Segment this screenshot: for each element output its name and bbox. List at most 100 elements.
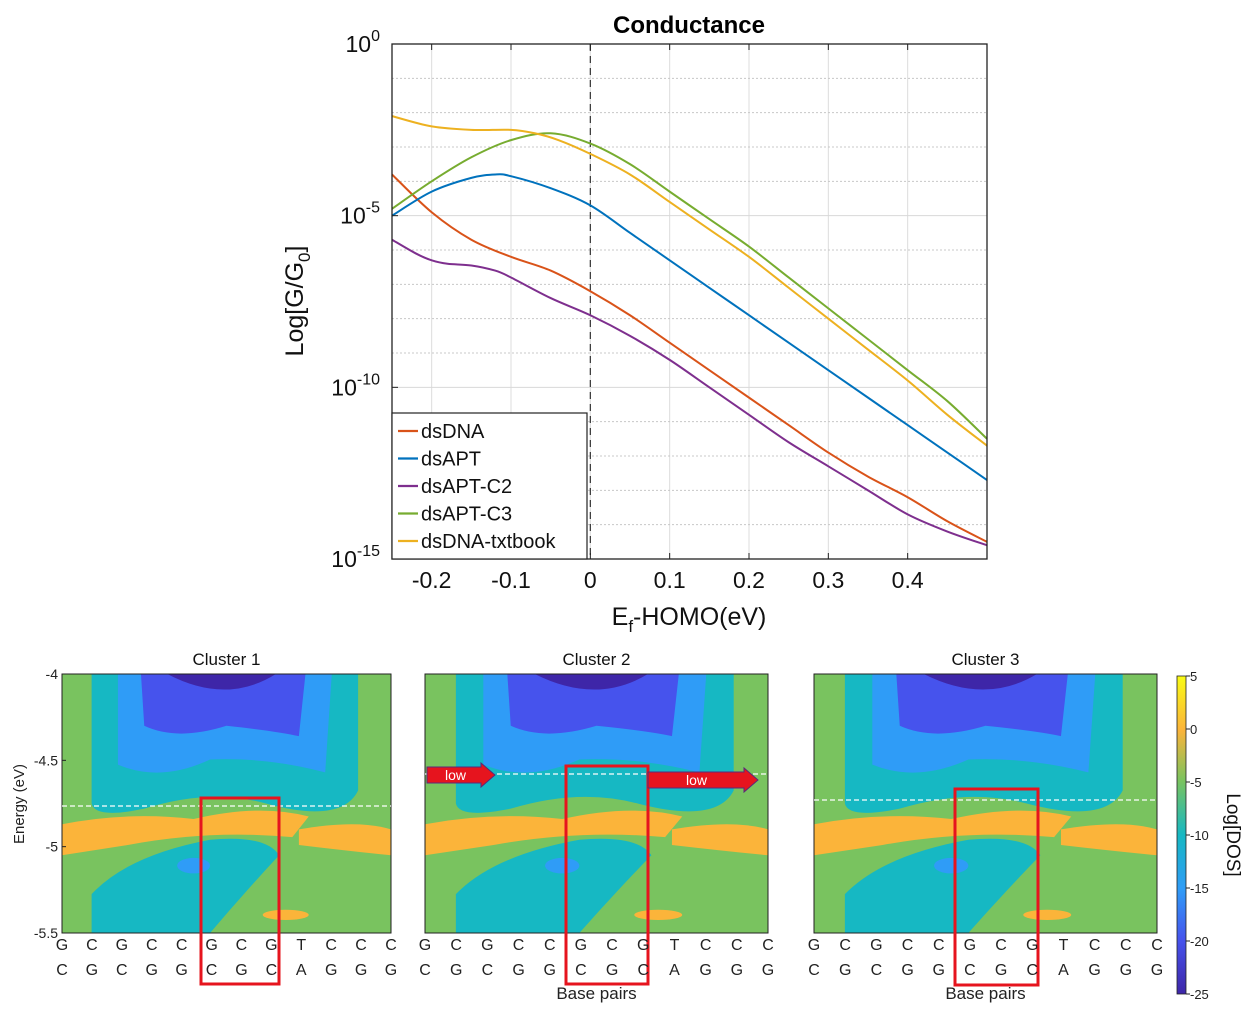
strand-top-base: C (236, 937, 248, 954)
contour-level (177, 857, 211, 874)
colorbar-tick-label: 0 (1190, 722, 1197, 737)
series-line-dsapt-c2 (391, 238, 988, 547)
strand-bottom-base: G (1120, 962, 1132, 979)
strand-top-base: C (933, 937, 945, 954)
heatmap-axes-box (61, 673, 392, 934)
strand-bottom-base: G (762, 962, 774, 979)
legend-entry: dsDNA-txtbook (421, 531, 556, 553)
strand-top-base: C (513, 937, 525, 954)
strand-top-base: C (995, 937, 1007, 954)
contour-level (923, 674, 1037, 690)
legend-entry: dsAPT-C3 (421, 504, 512, 526)
contour-level (671, 824, 768, 856)
strand-bottom-base: C (637, 962, 649, 979)
strand-bottom-base: G (839, 962, 851, 979)
legend-box (391, 412, 588, 560)
strand-bottom-base: G (355, 962, 367, 979)
strand-top-base: G (205, 937, 217, 954)
strand-top-base: C (450, 937, 462, 954)
strand-bottom-base: C (419, 962, 431, 979)
y-label-pre: Log[G/G (281, 262, 309, 357)
strand-top-base: C (1120, 937, 1132, 954)
contour-level (298, 824, 391, 856)
contour-level (62, 810, 309, 856)
conductance-series (391, 115, 988, 547)
highlight-box (199, 796, 281, 986)
y-tick-base: 10 (331, 374, 357, 400)
strand-bottom-base: C (1026, 962, 1038, 979)
strand-top-base: C (544, 937, 556, 954)
y-label-subscript: 0 (295, 252, 314, 261)
strand-bottom-base: G (146, 962, 158, 979)
y-tick-label: 10-10 (331, 371, 380, 400)
strand-top-base: G (265, 937, 277, 954)
heatmap-contours (425, 674, 768, 933)
y-tick-exponent: -5 (366, 200, 380, 217)
y-tick-exponent: -15 (357, 543, 380, 560)
y-tick-exponent: -10 (357, 371, 380, 388)
strand-bottom-base: G (175, 962, 187, 979)
strand-top-base: G (116, 937, 128, 954)
strand-top-base: C (146, 937, 158, 954)
strand-bottom-base: G (731, 962, 743, 979)
y-tick-base: 10 (340, 203, 366, 229)
low-label: low (445, 767, 467, 783)
colorbar-bar (1176, 675, 1187, 995)
strand-bottom-base: G (1151, 962, 1163, 979)
strand-bottom-base: G (86, 962, 98, 979)
strand-top-base: C (902, 937, 914, 954)
strand-top-base: G (419, 937, 431, 954)
colorbar-label: Log[DOS] (1222, 793, 1243, 876)
strand-bottom-base: G (385, 962, 397, 979)
contour-level (896, 674, 1068, 737)
legend-entry: dsDNA (421, 421, 485, 443)
colorbar: 5 0 -5 -10 -15 -20 -25 Log[DOS] (1176, 669, 1243, 1002)
strand-top-base: G (870, 937, 882, 954)
conductance-x-axis-label: Ef-HOMO(eV) (612, 603, 767, 636)
conductance-chart: Conductance -0.2 -0.1 0 0.1 0.2 0.3 0.4 10-151… (281, 12, 988, 636)
strand-bottom-base: G (606, 962, 618, 979)
strand-top-base: G (1026, 937, 1038, 954)
legend-entry: dsAPT-C2 (421, 476, 512, 498)
y-tick-base: 10 (346, 31, 372, 57)
strand-bottom-base: G (901, 962, 913, 979)
contour-level (1060, 824, 1157, 856)
strand-bottom-base: C (266, 962, 278, 979)
series-line-dsapt-c3 (391, 132, 988, 440)
strand-top-base: C (86, 937, 98, 954)
heatmap-panel-1: Cluster 1G C G C C G C G T C C CC G C G G C G C A G G G-4-4.5-… (11, 650, 397, 986)
panel-title: Cluster 2 (562, 650, 630, 669)
strand-bottom-base: C (575, 962, 587, 979)
strand-bottom-base: G (995, 962, 1007, 979)
y-tick-base: 10 (331, 546, 357, 572)
contour-level (534, 674, 648, 690)
colorbar-tick-label: -15 (1190, 881, 1209, 896)
strand-top-base: C (385, 937, 397, 954)
heatmap-axes-box (424, 673, 769, 934)
heatmap-axes-box (813, 673, 1158, 934)
strand-top-base: C (839, 937, 851, 954)
heat-y-tick-label: -5 (46, 839, 59, 855)
y-label-post: ] (281, 246, 309, 253)
panel-title: Cluster 1 (192, 650, 260, 669)
contour-level (425, 810, 683, 856)
strand-top-base: G (637, 937, 649, 954)
strand-bottom-base: G (544, 962, 556, 979)
strand-bottom-base: A (1058, 962, 1069, 979)
heat-y-tick-label: -5.5 (34, 925, 58, 941)
contour-level (1023, 909, 1072, 921)
strand-top-base: C (700, 937, 712, 954)
heatmap-contours (62, 674, 391, 933)
highlight-box (953, 787, 1040, 987)
x-tick-label: -0.2 (412, 567, 452, 593)
strand-top-base: C (606, 937, 618, 954)
strand-top-base: G (575, 937, 587, 954)
strand-top-base: C (176, 937, 188, 954)
strand-bottom-base: A (669, 962, 680, 979)
colorbar-tick-label: -25 (1190, 987, 1209, 1002)
strand-bottom-base: C (964, 962, 976, 979)
contour-level (814, 810, 1072, 856)
y-tick-label: 100 (346, 28, 381, 57)
